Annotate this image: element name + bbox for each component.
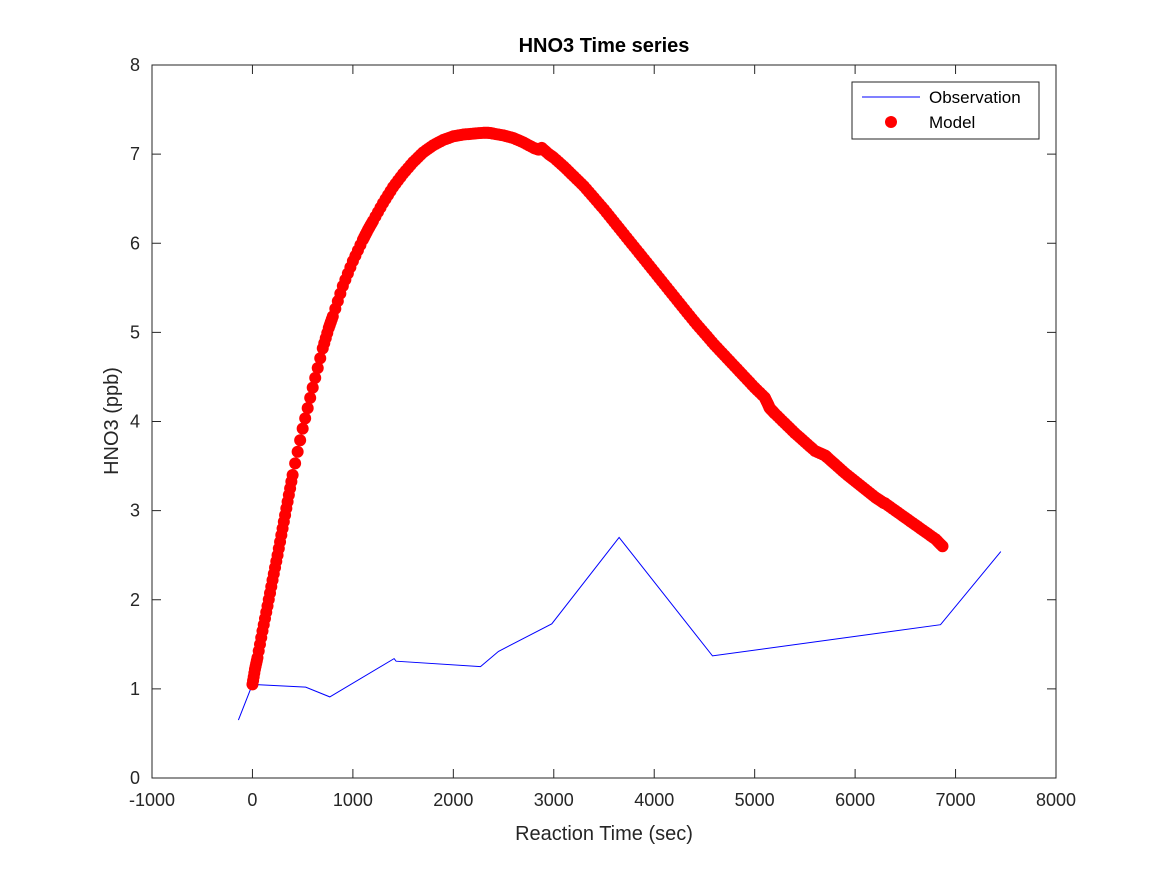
y-tick-label: 2 <box>130 590 140 610</box>
y-tick-label: 5 <box>130 322 140 342</box>
model-point <box>311 362 324 375</box>
legend-box <box>851 81 1040 140</box>
legend-observation-label: Observation <box>929 88 1021 107</box>
x-tick-label: 4000 <box>634 790 674 810</box>
x-tick-label: 6000 <box>835 790 875 810</box>
x-tick-label: 2000 <box>433 790 473 810</box>
y-tick-label: 6 <box>130 233 140 253</box>
model-point <box>936 540 949 553</box>
model-point <box>289 457 302 470</box>
x-tick-label: -1000 <box>129 790 175 810</box>
model-point <box>301 402 314 415</box>
observation-line <box>237 536 1002 721</box>
legend: Observation Model <box>851 81 1040 140</box>
model-point <box>306 381 319 394</box>
series-layer <box>237 126 1002 721</box>
model-point <box>299 412 312 425</box>
x-tick-label: 7000 <box>936 790 976 810</box>
model-point <box>294 434 307 447</box>
x-tick-label: 3000 <box>534 790 574 810</box>
y-tick-label: 1 <box>130 679 140 699</box>
x-tick-label: 8000 <box>1036 790 1076 810</box>
model-point <box>291 445 304 458</box>
y-tick-label: 8 <box>130 55 140 75</box>
model-point <box>314 352 327 365</box>
x-axis: -1000 0 1000 2000 3000 4000 5000 6000 7000 8000 <box>129 65 1076 810</box>
plot-frame <box>151 64 1057 779</box>
model-point <box>286 468 299 481</box>
x-tick-label: 5000 <box>735 790 775 810</box>
y-tick-label: 4 <box>130 412 140 432</box>
plot-area <box>152 65 1056 778</box>
model-point <box>304 391 317 404</box>
model-point <box>309 371 322 384</box>
y-tick-label: 7 <box>130 144 140 164</box>
y-axis-label: HNO3 (ppb) <box>101 367 123 475</box>
x-axis-label: Reaction Time (sec) <box>515 823 693 845</box>
x-tick-label: 0 <box>247 790 257 810</box>
x-tick-label: 1000 <box>333 790 373 810</box>
model-point <box>296 422 309 435</box>
chart-title: HNO3 Time series <box>519 35 690 57</box>
y-tick-label: 3 <box>130 501 140 521</box>
y-tick-label: 0 <box>130 768 140 788</box>
legend-model-label: Model <box>929 113 975 132</box>
legend-model-swatch <box>885 116 897 128</box>
